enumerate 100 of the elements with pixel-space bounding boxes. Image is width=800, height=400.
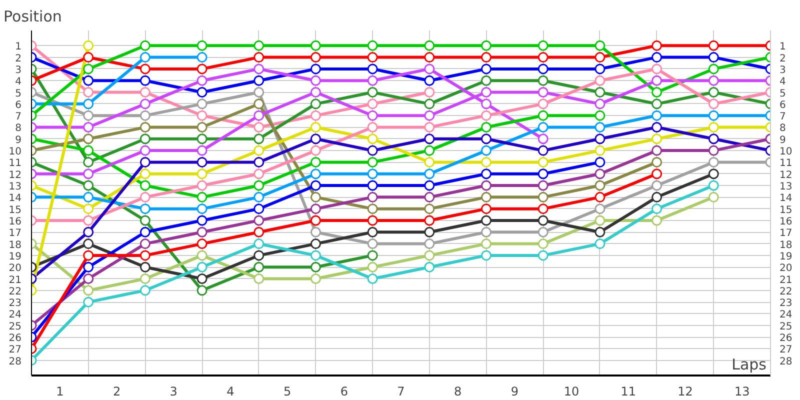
point — [652, 122, 662, 132]
point — [83, 226, 94, 238]
point — [367, 192, 378, 202]
y2-tick-label: 8 — [780, 123, 786, 134]
point — [481, 192, 492, 202]
point — [310, 145, 321, 156]
x-tick-label: 4 — [226, 384, 234, 398]
point — [140, 180, 150, 191]
point — [83, 52, 94, 63]
point — [424, 64, 435, 74]
y2-tick-label: 17 — [780, 228, 792, 240]
y-tick-label: 2 — [15, 53, 22, 64]
point — [481, 110, 492, 121]
point — [83, 110, 94, 121]
y-tick-label: 23 — [8, 298, 22, 310]
y-tick-label: 11 — [8, 158, 22, 170]
point — [708, 145, 719, 156]
y-tick-label: 16 — [8, 216, 22, 228]
point — [254, 204, 264, 214]
point — [652, 180, 662, 191]
point — [594, 226, 606, 238]
point — [310, 168, 321, 180]
point — [140, 110, 150, 121]
point — [367, 250, 378, 261]
point — [310, 52, 321, 63]
point — [254, 215, 264, 226]
point — [424, 145, 435, 156]
x-axis-title: Laps — [732, 356, 767, 374]
point — [538, 250, 548, 261]
y2-tick-label: 13 — [780, 182, 792, 193]
point — [310, 204, 321, 214]
point — [310, 262, 321, 272]
point — [254, 226, 264, 238]
y-tick-label: 22 — [8, 286, 22, 298]
y2-tick-label: 24 — [780, 310, 792, 321]
point — [481, 215, 492, 226]
y-tick-label: 3 — [15, 64, 22, 76]
point — [481, 145, 492, 156]
point — [594, 238, 606, 250]
y2-tick-label: 26 — [780, 333, 792, 344]
y2-tick-label: 5 — [780, 88, 786, 100]
point — [424, 180, 435, 191]
point — [83, 75, 94, 86]
point — [83, 87, 94, 98]
point — [140, 98, 150, 110]
point — [367, 98, 378, 110]
point — [254, 168, 264, 180]
y-tick-label: 14 — [8, 193, 22, 204]
point — [594, 98, 606, 110]
point — [254, 156, 264, 168]
point — [367, 156, 378, 168]
x-tick-label: 3 — [170, 384, 178, 398]
point — [538, 204, 548, 214]
point — [594, 168, 606, 180]
point — [196, 262, 208, 272]
point — [83, 122, 94, 132]
y2-tick-label: 9 — [780, 134, 786, 146]
point — [424, 262, 435, 272]
point — [196, 64, 208, 74]
point — [481, 75, 492, 86]
y2-tick-label: 15 — [780, 204, 792, 216]
point — [310, 274, 321, 284]
point — [708, 75, 719, 86]
point — [538, 192, 548, 202]
y-tick-label: 24 — [8, 310, 22, 321]
y-tick-label: 9 — [15, 134, 22, 146]
point — [310, 122, 321, 132]
point — [140, 285, 150, 296]
point — [708, 98, 719, 110]
y-tick-label: 28 — [8, 356, 22, 368]
point — [367, 110, 378, 121]
point — [83, 192, 94, 202]
point — [708, 168, 719, 180]
point — [708, 64, 719, 74]
point — [594, 122, 606, 132]
x-tick-label: 6 — [340, 384, 348, 398]
point — [708, 52, 719, 63]
y-tick-label: 7 — [15, 112, 22, 123]
x-tick-label: 12 — [678, 384, 693, 398]
point — [424, 52, 435, 63]
point — [140, 215, 150, 226]
point — [83, 168, 94, 180]
y2-tick-label: 22 — [780, 286, 792, 298]
point — [424, 250, 435, 261]
y2-tick-label: 4 — [780, 76, 786, 88]
point — [196, 75, 208, 86]
point — [538, 52, 548, 63]
point — [83, 180, 94, 191]
y2-tick-label: 20 — [780, 263, 792, 274]
point — [196, 52, 208, 63]
point — [140, 122, 150, 132]
y-tick-label: 8 — [15, 123, 22, 134]
y2-tick-label: 1 — [780, 42, 786, 53]
point — [310, 215, 321, 226]
point — [140, 145, 150, 156]
y-tick-label: 6 — [15, 100, 22, 111]
point — [310, 64, 321, 74]
point — [254, 64, 264, 74]
y2-tick-label: 2 — [780, 53, 786, 64]
point — [481, 226, 492, 238]
